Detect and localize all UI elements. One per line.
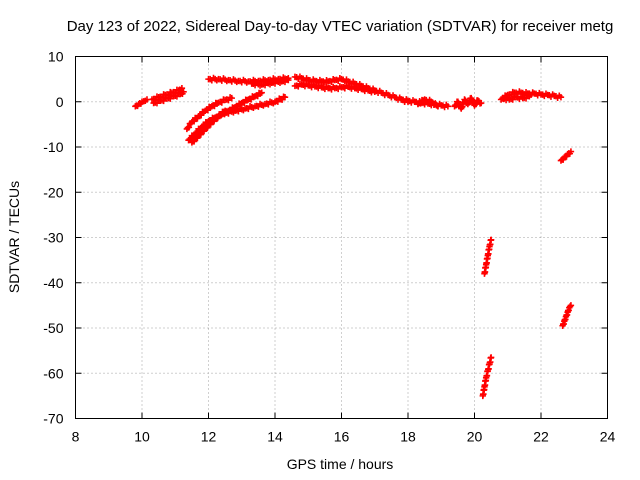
y-tick-label: -50 (43, 320, 63, 336)
x-tick-label: 14 (267, 429, 283, 445)
series-sat-n (451, 94, 485, 112)
data-point-marker (197, 131, 204, 138)
data-point-marker (258, 89, 265, 96)
data-point-marker (487, 236, 495, 243)
series-sat-g (221, 93, 289, 117)
data-point-marker (190, 138, 198, 145)
data-point-marker (477, 99, 485, 107)
x-tick-label: 20 (467, 429, 483, 445)
data-point-marker (180, 88, 187, 95)
series-sat-s (559, 302, 575, 329)
series-sat-r (481, 236, 495, 277)
y-tick-label: -70 (43, 411, 63, 427)
x-tick-label: 24 (600, 429, 616, 445)
grid (75, 56, 608, 419)
series-sat-t (479, 354, 495, 400)
series-sat-p (499, 92, 533, 104)
x-tick-label: 8 (72, 429, 80, 445)
x-axis-label: GPS time / hours (287, 456, 394, 472)
data-point-marker (228, 94, 235, 102)
x-tick-label: 18 (400, 429, 416, 445)
data-point-marker (444, 103, 452, 110)
y-tick-label: 10 (48, 49, 64, 65)
data-point-marker (285, 76, 292, 84)
data-point-marker (567, 148, 575, 155)
series-sat-k (291, 80, 378, 96)
series-sat-q (557, 148, 575, 164)
data-point-marker (204, 124, 211, 132)
y-tick-label: -60 (43, 365, 63, 381)
series-sat-c (150, 88, 187, 107)
series-sat-a (132, 96, 151, 110)
series-sat-i (248, 75, 292, 89)
y-axis-label: SDTVAR / TECUs (6, 181, 22, 293)
plot-frame (75, 56, 608, 419)
data-point-marker (197, 112, 205, 119)
data-point-marker (185, 124, 193, 131)
x-tick-label: 10 (134, 429, 150, 445)
data-point-marker (566, 303, 574, 310)
data-point-marker (487, 354, 495, 361)
x-tick-label: 16 (334, 429, 350, 445)
y-tick-label: -30 (43, 230, 63, 246)
data-point-marker (433, 102, 440, 109)
data-point-marker (281, 94, 289, 101)
series-sat-f (188, 107, 229, 146)
series-sat-d (183, 94, 235, 133)
chart-title: Day 123 of 2022, Sidereal Day-to-day VTE… (67, 18, 614, 35)
data-point-marker (567, 302, 575, 309)
data-point-marker (434, 103, 442, 110)
y-tick-label: -20 (43, 184, 63, 200)
data-points (132, 73, 575, 400)
data-point-marker (557, 94, 565, 101)
y-tick-label: -40 (43, 275, 63, 291)
x-tick-label: 22 (533, 429, 549, 445)
y-tick-label: -10 (43, 139, 63, 155)
data-point-marker (217, 112, 225, 119)
data-point-marker (371, 88, 378, 95)
series-sat-m (414, 96, 442, 110)
ticks: 8 10 12 14 16 18 20 22 24 10 0 -10 -20 -30 -40 -50 -60 -7… (43, 49, 615, 445)
data-point-marker (526, 93, 533, 100)
x-tick-label: 12 (201, 429, 217, 445)
y-tick-label: 0 (56, 94, 64, 110)
